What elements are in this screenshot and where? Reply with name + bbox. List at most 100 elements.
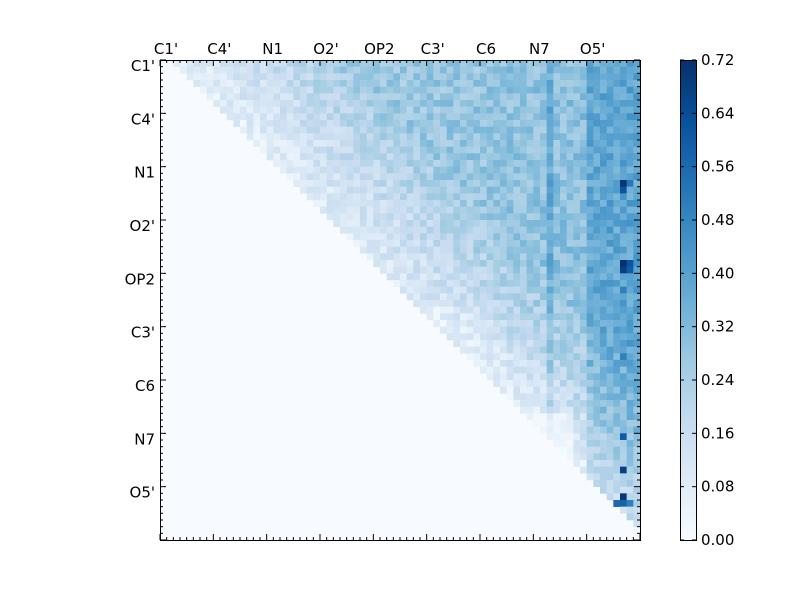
heatmap-cell: [553, 173, 561, 181]
heatmap-cell: [293, 126, 301, 134]
heatmap-cell: [526, 253, 534, 261]
heatmap-cell: [366, 153, 374, 161]
heatmap-cell: [613, 280, 621, 287]
heatmap-cell: [500, 133, 507, 141]
heatmap-cell: [533, 93, 541, 101]
heatmap-cell: [206, 93, 214, 101]
heatmap-cell: [506, 106, 514, 114]
heatmap-cell: [526, 106, 534, 114]
heatmap-cell: [606, 233, 614, 241]
heatmap-cell: [466, 346, 474, 354]
heatmap-cell: [600, 266, 607, 274]
heatmap-cell: [513, 380, 521, 387]
heatmap-cell: [560, 253, 567, 261]
heatmap-cell: [593, 166, 601, 174]
heatmap-cell: [466, 226, 474, 234]
heatmap-cell: [540, 73, 547, 81]
heatmap-cell: [373, 213, 381, 221]
heatmap-cell: [220, 86, 227, 94]
heatmap-cell: [400, 153, 407, 161]
heatmap-cell: [586, 253, 594, 261]
colorbar-tick-label: 0.08: [701, 478, 734, 496]
heatmap-cell: [586, 73, 594, 81]
heatmap-cell: [613, 73, 621, 81]
heatmap-cell: [633, 500, 641, 507]
heatmap-cell: [553, 380, 561, 387]
heatmap-cell: [366, 73, 374, 81]
heatmap-cell: [520, 160, 527, 167]
heatmap-cell: [506, 126, 514, 134]
heatmap-cell: [320, 100, 327, 107]
heatmap-cell: [320, 86, 327, 94]
heatmap-cell: [473, 233, 481, 241]
heatmap-cell: [400, 146, 407, 154]
heatmap-cell: [493, 206, 501, 214]
heatmap-cell: [340, 80, 347, 87]
x-tick-label: O5': [580, 40, 605, 58]
heatmap-cell: [500, 66, 507, 74]
heatmap-cell: [580, 326, 587, 334]
heatmap-cell: [566, 266, 574, 274]
heatmap-cell: [406, 260, 414, 267]
heatmap-cell: [366, 66, 374, 74]
heatmap-cell: [373, 140, 381, 147]
heatmap-cell: [293, 106, 301, 114]
heatmap-cell: [280, 120, 287, 127]
heatmap-cell: [546, 80, 554, 87]
heatmap-cell: [360, 186, 367, 194]
heatmap-cell: [333, 60, 341, 67]
heatmap-cell: [333, 120, 341, 127]
heatmap-cell: [300, 120, 307, 127]
heatmap-cell: [546, 120, 554, 127]
heatmap-cell: [500, 113, 507, 121]
heatmap-cell: [393, 260, 401, 267]
heatmap-cell: [480, 273, 487, 281]
heatmap-cell: [253, 113, 261, 121]
heatmap-cell: [540, 153, 547, 161]
heatmap-cell: [413, 213, 421, 221]
heatmap-cell: [286, 120, 294, 127]
heatmap-cell: [493, 373, 501, 381]
heatmap-cell: [613, 333, 621, 341]
heatmap-cell: [440, 180, 447, 187]
heatmap-cell: [186, 66, 194, 74]
heatmap-cell: [413, 166, 421, 174]
heatmap-cell: [486, 93, 494, 101]
heatmap-cell: [500, 273, 507, 281]
heatmap-cell: [566, 320, 574, 327]
heatmap-cell: [560, 180, 567, 187]
heatmap-cell: [573, 220, 581, 227]
y-tick-label: C3': [131, 324, 155, 342]
heatmap-cell: [593, 73, 601, 81]
heatmap-cell: [493, 360, 501, 367]
heatmap-cell: [193, 60, 201, 67]
heatmap-cell: [513, 126, 521, 134]
heatmap-cell: [406, 80, 414, 87]
heatmap-cell: [633, 333, 641, 341]
heatmap-cell: [266, 120, 274, 127]
heatmap-cell: [613, 226, 621, 234]
heatmap-cell: [513, 93, 521, 101]
heatmap-cell: [386, 193, 394, 201]
heatmap-cell: [533, 193, 541, 201]
heatmap-cell: [560, 80, 567, 87]
heatmap-cell: [593, 180, 601, 187]
heatmap-cell: [500, 73, 507, 81]
heatmap-cell: [593, 240, 601, 247]
colorbar-tick-label: 0.64: [701, 104, 734, 122]
heatmap-cell: [586, 420, 594, 427]
heatmap-cell: [500, 226, 507, 234]
heatmap-cell: [500, 253, 507, 261]
heatmap-cell: [500, 300, 507, 307]
heatmap-cell: [540, 373, 547, 381]
heatmap-cell: [580, 393, 587, 401]
heatmap-cell: [286, 100, 294, 107]
heatmap-cell: [560, 280, 567, 287]
heatmap-cell: [613, 120, 621, 127]
heatmap-cell: [493, 100, 501, 107]
heatmap-cell: [480, 180, 487, 187]
heatmap-cell: [413, 93, 421, 101]
heatmap-cell: [320, 60, 327, 67]
heatmap-cell: [226, 66, 234, 74]
y-tick-label: N7: [134, 430, 155, 448]
